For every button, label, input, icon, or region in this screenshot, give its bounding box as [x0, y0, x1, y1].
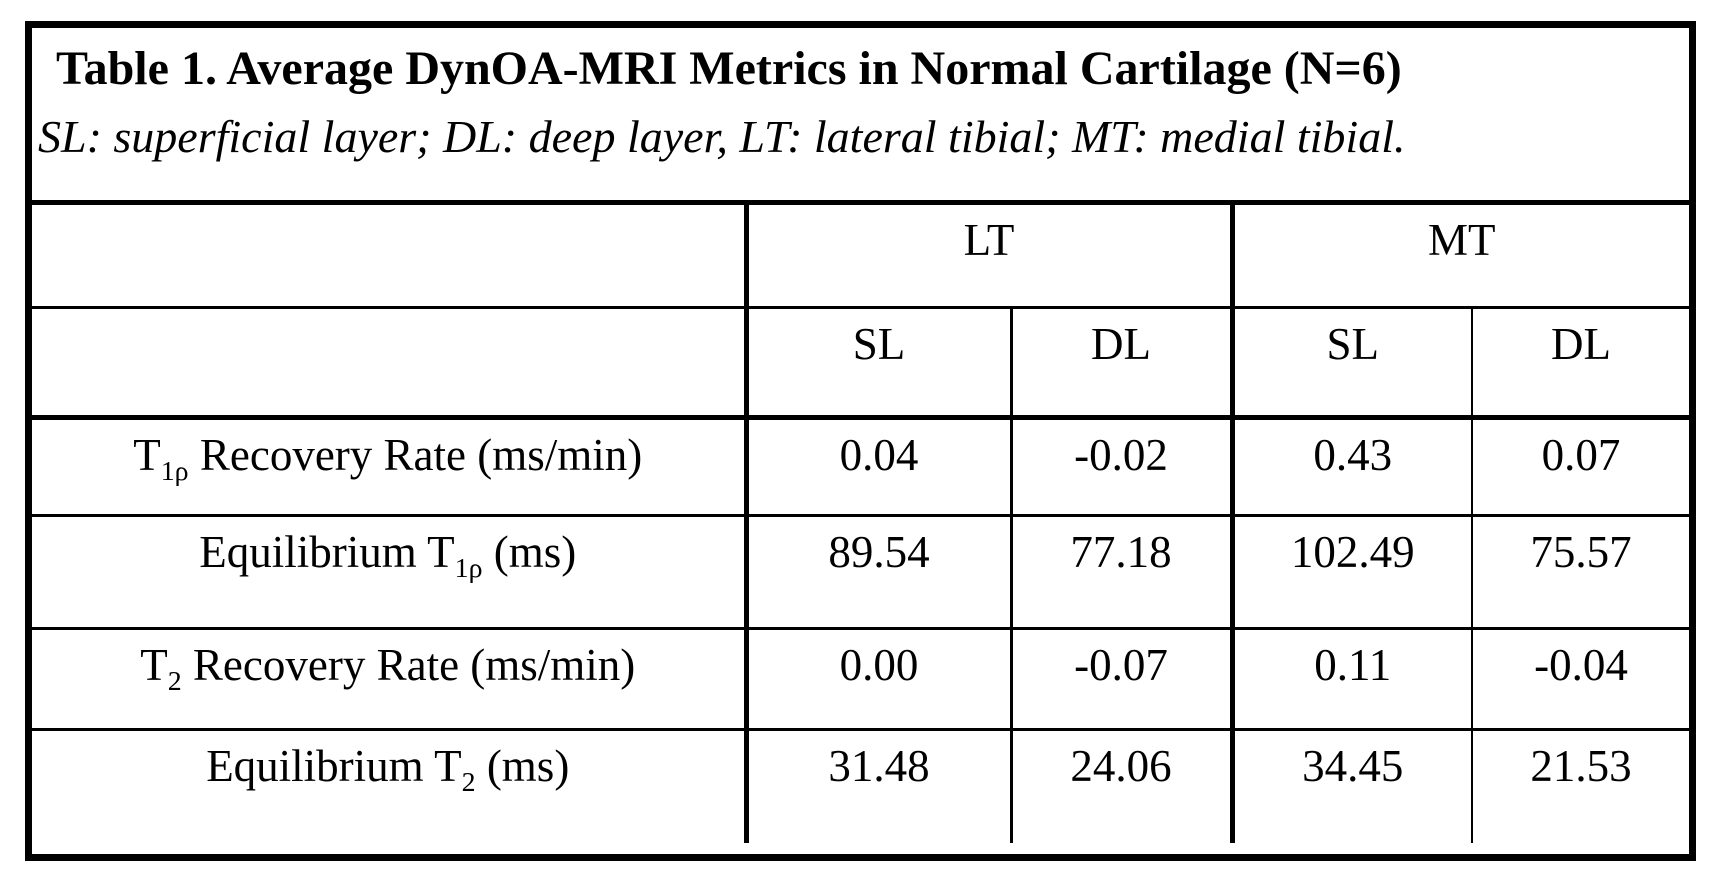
mt-dl-header: DL: [1472, 307, 1690, 420]
empty-corner-cell: [32, 307, 749, 420]
row-label-t1rho-recovery-rate: T1ρ Recovery Rate (ms/min): [32, 417, 749, 517]
table-frame: Table 1. Average DynOA-MRI Metrics in No…: [25, 21, 1696, 861]
table-row: Equilibrium T2 (ms) 31.48 24.06 34.45 21…: [32, 729, 1689, 843]
lt-group-header: LT: [746, 205, 1235, 309]
value-cell: 24.06: [1011, 729, 1235, 843]
table-row: T2 Recovery Rate (ms/min) 0.00 -0.07 0.1…: [32, 628, 1690, 731]
value-cell: -0.04: [1472, 628, 1690, 731]
value-cell: 0.04: [746, 417, 1013, 517]
mt-sl-header: SL: [1232, 307, 1474, 420]
value-cell: 21.53: [1530, 740, 1632, 791]
value-cell: 0.43: [1232, 417, 1474, 517]
table-caption: Table 1. Average DynOA-MRI Metrics in No…: [32, 28, 1689, 205]
value-cell: -0.02: [1011, 417, 1235, 517]
row-label-equilibrium-t2: Equilibrium T2 (ms): [32, 729, 749, 843]
lt-dl-header: DL: [1011, 307, 1235, 420]
table-row: T1ρ Recovery Rate (ms/min) 0.04 -0.02 0.…: [32, 417, 1690, 517]
value-cell: 31.48: [746, 729, 1013, 843]
empty-corner-cell: [32, 205, 749, 309]
value-cell: 0.00: [746, 628, 1013, 731]
value-cell: 0.07: [1472, 417, 1690, 517]
value-cell: 102.49: [1232, 515, 1474, 630]
table-subtitle: SL: superficial layer; DL: deep layer, L…: [38, 111, 1406, 162]
mt-group-header: MT: [1232, 205, 1690, 309]
value-cell: 0.11: [1232, 628, 1474, 731]
value-cell: 89.54: [746, 515, 1013, 630]
table-title: Table 1. Average DynOA-MRI Metrics in No…: [56, 42, 1402, 95]
value-cell: 34.45: [1232, 729, 1474, 843]
table-row: Equilibrium T1ρ (ms) 89.54 77.18 102.49 …: [32, 515, 1690, 630]
metrics-table: LT MT SL DL SL DL T1ρ Recovery Rate (ms/…: [32, 205, 1690, 843]
subcolumn-header-row: SL DL SL DL: [32, 307, 1690, 420]
value-cell: -0.07: [1011, 628, 1235, 731]
value-cell: 75.57: [1472, 515, 1690, 630]
row-label-equilibrium-t1rho: Equilibrium T1ρ (ms): [32, 515, 749, 630]
value-cell: 77.18: [1011, 515, 1235, 630]
row-label-t2-recovery-rate: T2 Recovery Rate (ms/min): [32, 628, 749, 731]
group-header-row: LT MT: [32, 205, 1690, 309]
lt-sl-header: SL: [746, 307, 1013, 420]
